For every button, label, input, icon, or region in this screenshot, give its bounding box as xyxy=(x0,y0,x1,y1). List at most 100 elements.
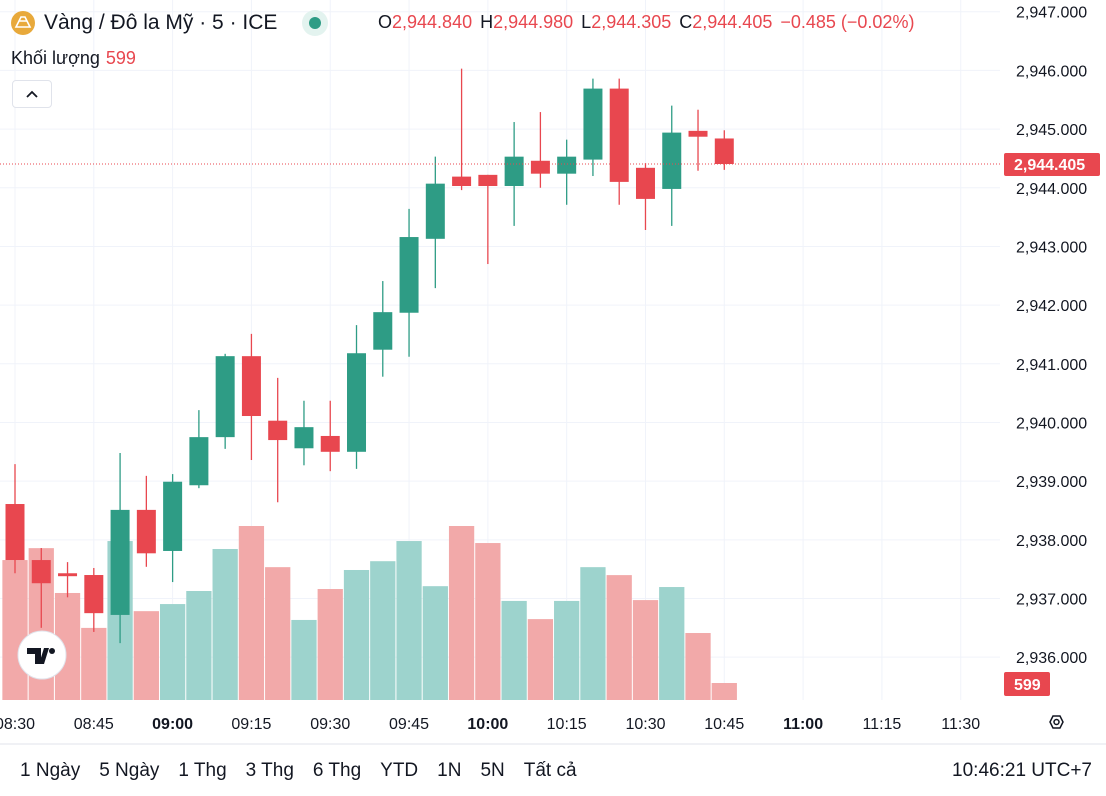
x-tick-label: 09:30 xyxy=(310,716,350,733)
clock: 10:46:21 UTC+7 xyxy=(952,760,1092,781)
volume-bar xyxy=(554,600,580,700)
candle-body xyxy=(5,504,25,561)
volume-bar xyxy=(212,548,238,700)
candle-body xyxy=(478,174,498,187)
ohlc-key: H xyxy=(480,12,494,32)
volume-bar xyxy=(475,543,501,700)
last-price-label: 2,944.405 xyxy=(1014,157,1085,174)
x-tick-label: 10:30 xyxy=(625,716,665,733)
volume-bar xyxy=(159,604,186,700)
candle-body xyxy=(373,312,393,350)
volume-bar xyxy=(632,600,659,700)
settings-icon[interactable] xyxy=(1049,715,1064,729)
y-tick-label: 2,938.000 xyxy=(1016,533,1087,550)
candle-body xyxy=(530,160,550,174)
candle-body xyxy=(31,560,51,584)
ohlc-key: O xyxy=(378,12,393,32)
x-tick-label: 08:30 xyxy=(0,716,35,733)
last-price-box xyxy=(1004,152,1100,176)
range-button[interactable]: 3 Thg xyxy=(245,760,294,781)
candle-body xyxy=(557,156,577,174)
x-tick-label: 10:45 xyxy=(704,716,744,733)
volume-bar xyxy=(265,567,291,700)
volume-bar xyxy=(580,567,606,700)
axes: 2,947.000 2,946.000 2,945.000 2,944.000 2,94… xyxy=(0,5,1100,733)
x-tick-label: 08:45 xyxy=(74,716,114,733)
volume-layer xyxy=(2,526,737,700)
y-tick-label: 2,943.000 xyxy=(1016,239,1087,256)
volume-bar xyxy=(133,611,159,700)
range-button[interactable]: Tất cả xyxy=(523,760,577,781)
range-button[interactable]: 5 Ngày xyxy=(99,760,160,781)
tv-logo xyxy=(17,630,67,680)
candle-body xyxy=(688,130,708,137)
x-tick-label: 11:15 xyxy=(862,716,901,733)
candle-body xyxy=(84,575,104,614)
candle-body xyxy=(452,176,472,187)
y-tick-label: 2,936.000 xyxy=(1016,650,1087,667)
x-tick-label: 09:00 xyxy=(152,716,193,733)
candle-body xyxy=(163,481,183,551)
range-toolbar: 1 Ngày 5 Ngày 1 Thg 3 Thg 6 Thg YTD 1N 5N Tất cả xyxy=(20,760,596,782)
symbol-icon xyxy=(11,11,35,35)
volume-bar xyxy=(396,541,422,700)
volume-bar xyxy=(659,587,685,700)
change: −0.485 (−0.02%) xyxy=(780,12,915,32)
y-tick-label: 2,944.000 xyxy=(1016,181,1087,198)
y-tick-label: 2,941.000 xyxy=(1016,357,1087,374)
y-tick-label: 2,947.000 xyxy=(1016,5,1087,22)
volume-bar xyxy=(81,627,107,700)
y-tick-label: 2,942.000 xyxy=(1016,298,1087,315)
y-tick-label: 2,940.000 xyxy=(1016,415,1087,432)
volume-bar xyxy=(343,569,370,700)
x-tick-label: 10:00 xyxy=(467,716,508,733)
candle-body xyxy=(294,427,314,449)
volume-bar xyxy=(238,526,265,700)
volume-box xyxy=(1004,672,1050,696)
candle-body xyxy=(58,573,78,577)
volume-bar xyxy=(291,619,317,700)
range-button[interactable]: 1 Thg xyxy=(178,760,227,781)
range-button[interactable]: 6 Thg xyxy=(312,760,362,781)
candle-body xyxy=(583,88,603,160)
ohlc-value: 2,944.305 xyxy=(591,12,672,32)
range-button[interactable]: 5N xyxy=(480,760,505,781)
volume-bar xyxy=(422,586,448,700)
y-tick-label: 2,939.000 xyxy=(1016,474,1087,491)
chevron xyxy=(26,90,38,98)
range-button[interactable]: 1 Ngày xyxy=(20,760,81,781)
ohlc-key: C xyxy=(679,12,693,32)
candle-body xyxy=(504,156,524,187)
ohlc-value: 2,944.840 xyxy=(392,12,473,32)
candle-body xyxy=(215,356,235,438)
candle-body xyxy=(609,88,629,182)
y-tick-label: 2,946.000 xyxy=(1016,63,1087,80)
volume-title: Khối lượng xyxy=(11,48,100,68)
candle-body xyxy=(189,437,209,486)
volume-axis-label: 599 xyxy=(1014,677,1041,694)
market-status xyxy=(302,10,329,36)
volume-bar xyxy=(317,589,343,700)
candle-body xyxy=(714,138,734,164)
range-button[interactable]: 1N xyxy=(437,760,462,781)
volume-bar xyxy=(606,575,632,700)
y-tick-label: 2,937.000 xyxy=(1016,591,1087,608)
candle-body xyxy=(347,353,367,452)
collapse-button[interactable] xyxy=(12,80,52,108)
volume-legend: Khối lượng 599 xyxy=(11,48,136,69)
candle-body xyxy=(320,435,340,452)
volume-bar xyxy=(501,600,527,700)
volume-bar xyxy=(711,682,737,700)
ohlc-key: L xyxy=(581,12,592,32)
symbol: Vàng / Đô la Mỹ · 5 · ICE xyxy=(44,11,278,34)
range-button[interactable]: YTD xyxy=(380,760,419,781)
candle-body xyxy=(425,183,445,239)
candle-body xyxy=(635,167,655,199)
y-tick-label: 2,945.000 xyxy=(1016,122,1087,139)
volume-bar xyxy=(685,633,711,700)
x-tick-label: 10:15 xyxy=(547,716,587,733)
candle-body xyxy=(241,356,261,417)
volume-bar xyxy=(370,561,396,700)
